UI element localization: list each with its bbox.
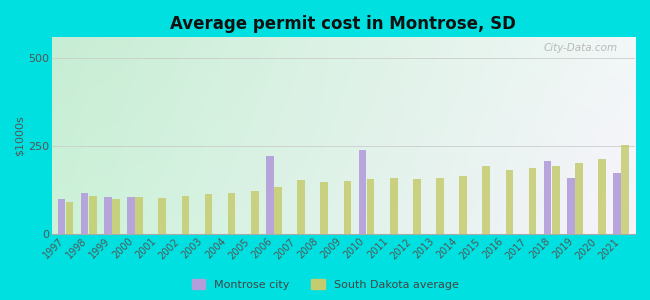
Bar xyxy=(613,173,621,234)
Bar xyxy=(506,170,514,234)
Bar xyxy=(274,187,281,234)
Bar xyxy=(135,197,143,234)
Text: City-Data.com: City-Data.com xyxy=(543,43,618,53)
Bar xyxy=(127,197,135,234)
Bar xyxy=(297,180,305,234)
Title: Average permit cost in Montrose, SD: Average permit cost in Montrose, SD xyxy=(170,15,516,33)
Bar xyxy=(552,166,560,234)
Bar xyxy=(359,150,366,234)
Bar xyxy=(575,163,582,234)
Bar xyxy=(320,182,328,234)
Bar xyxy=(544,161,551,234)
Bar xyxy=(266,156,274,234)
Bar xyxy=(482,166,490,234)
Bar xyxy=(228,193,235,234)
Bar xyxy=(528,168,536,234)
Bar xyxy=(598,159,606,234)
Bar xyxy=(413,179,421,234)
Legend: Montrose city, South Dakota average: Montrose city, South Dakota average xyxy=(187,275,463,294)
Bar xyxy=(251,190,259,234)
Bar xyxy=(460,176,467,234)
Y-axis label: $1000s: $1000s xyxy=(15,115,25,156)
Bar xyxy=(181,196,189,234)
Bar xyxy=(205,194,213,234)
Bar xyxy=(159,197,166,234)
Bar xyxy=(89,196,97,234)
Bar xyxy=(58,199,66,234)
Bar xyxy=(66,202,73,234)
Bar xyxy=(367,179,374,234)
Bar xyxy=(81,193,88,234)
Bar xyxy=(621,145,629,234)
Bar xyxy=(112,199,120,234)
Bar xyxy=(567,178,575,234)
Bar xyxy=(390,178,398,234)
Bar xyxy=(436,178,444,234)
Bar xyxy=(104,197,112,234)
Bar xyxy=(344,181,351,234)
